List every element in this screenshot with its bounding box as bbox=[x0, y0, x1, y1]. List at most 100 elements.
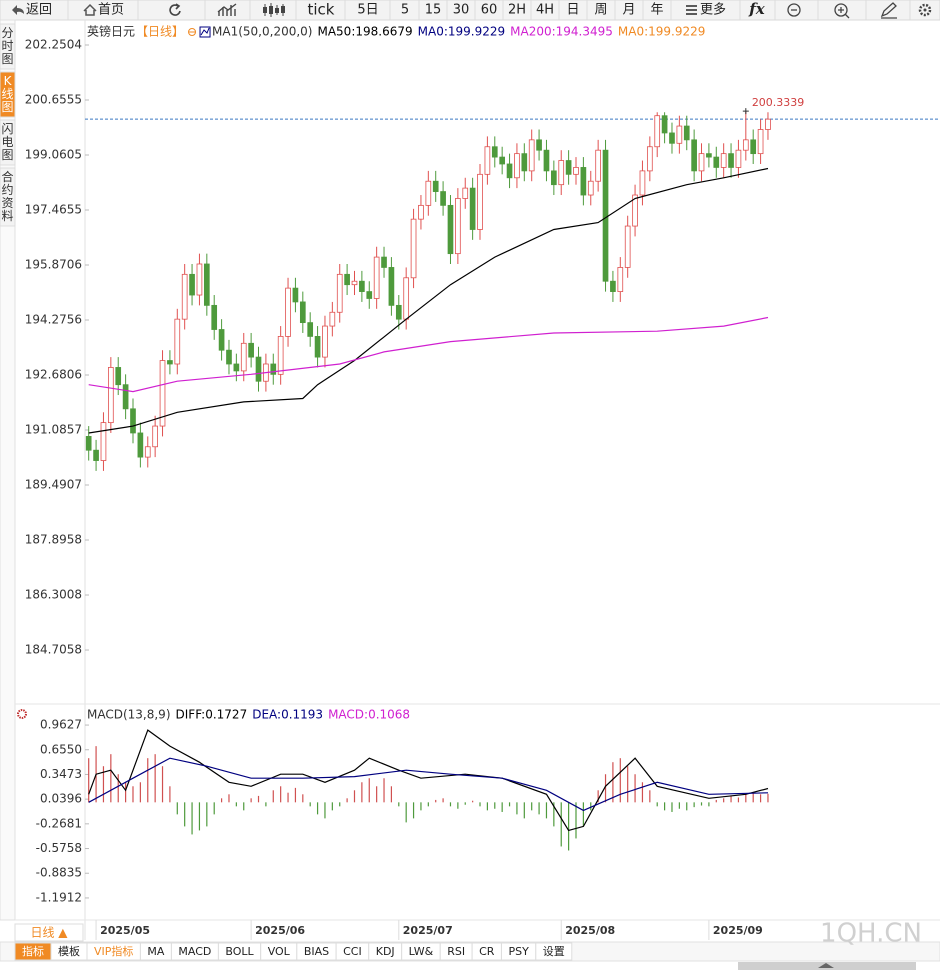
refresh-icon[interactable] bbox=[169, 3, 181, 16]
y-tick-label: 186.3008 bbox=[25, 588, 82, 602]
candle-body bbox=[491, 146, 498, 158]
pen-icon[interactable] bbox=[880, 2, 897, 19]
tab-label[interactable]: 设置 bbox=[543, 945, 565, 958]
candle-body bbox=[388, 267, 395, 306]
tab-label[interactable]: BOLL bbox=[225, 945, 254, 958]
y-tick-label: 184.7058 bbox=[25, 643, 82, 657]
bottom-bar: 日线 ▲ 指标 模板 VIP指标 MA MACD BOLL VOL BIAS CCI KDJ LW& R… bbox=[0, 919, 940, 962]
tab-label[interactable]: 模板 bbox=[58, 944, 80, 958]
tab[interactable] bbox=[535, 942, 573, 961]
candle-body bbox=[551, 170, 557, 186]
tab-label[interactable]: CR bbox=[479, 945, 495, 958]
tab-label[interactable]: LW& bbox=[409, 945, 434, 958]
candle-body bbox=[307, 322, 314, 337]
side-tab[interactable] bbox=[0, 167, 16, 227]
side-tab[interactable] bbox=[0, 23, 16, 70]
zoom-in[interactable] bbox=[834, 3, 848, 17]
candle-body bbox=[765, 118, 771, 130]
period-button[interactable]: 60 bbox=[481, 3, 498, 18]
period-button[interactable]: 15 bbox=[425, 3, 442, 18]
tab-label[interactable]: VOL bbox=[268, 945, 291, 958]
period-button[interactable]: 2H bbox=[508, 3, 526, 18]
tab-label[interactable]: CCI bbox=[343, 945, 362, 958]
y-tick-label: 0.9627 bbox=[40, 718, 82, 732]
candle-body bbox=[521, 153, 528, 172]
more-button[interactable]: 更多 bbox=[700, 2, 726, 18]
back-button[interactable]: 返回 bbox=[26, 3, 52, 18]
legend-item: MA200:194.3495 bbox=[510, 25, 613, 39]
period-button[interactable]: 年 bbox=[650, 3, 663, 18]
watermark: 1QH.CN bbox=[820, 919, 922, 949]
tab-label[interactable]: KDJ bbox=[376, 945, 395, 958]
period-button[interactable]: tick bbox=[308, 1, 335, 19]
side-tab-label[interactable]: 分时图 bbox=[1, 26, 13, 66]
candle-body bbox=[632, 194, 638, 227]
home-button[interactable]: 首页 bbox=[98, 3, 124, 18]
candle-body bbox=[152, 425, 158, 448]
tab-label[interactable]: 指标 bbox=[22, 944, 44, 958]
tab-label[interactable]: VIP指标 bbox=[94, 944, 133, 958]
tab-label[interactable]: MA bbox=[147, 945, 164, 958]
candle-body bbox=[469, 187, 476, 230]
indicator: MA1(50,0,200,0) bbox=[212, 25, 312, 39]
side-tab-label[interactable]: K 线图 bbox=[1, 74, 13, 114]
zoom-out[interactable] bbox=[787, 3, 801, 17]
indicator-icon bbox=[199, 26, 211, 38]
zoom-in-sign bbox=[838, 7, 850, 19]
scroll-arrow bbox=[818, 963, 834, 968]
candle-body bbox=[285, 287, 291, 337]
candle-body bbox=[676, 125, 683, 144]
period-button[interactable]: 5日 bbox=[357, 3, 378, 18]
candle-body bbox=[159, 360, 166, 427]
price-panel: 202.2504 200.6555 199.0605 197.4655 195.8706… bbox=[25, 24, 940, 940]
candle-body bbox=[595, 149, 601, 182]
more-icon bbox=[686, 5, 697, 15]
candle-body bbox=[713, 156, 720, 168]
settings-hole bbox=[923, 8, 927, 12]
y-tick-label: 187.8958 bbox=[25, 533, 82, 547]
period-button[interactable]: 5 bbox=[401, 3, 409, 18]
legend-item: DIFF:0.1727 bbox=[176, 708, 248, 722]
candle-body bbox=[565, 160, 572, 175]
side-tab[interactable] bbox=[0, 119, 16, 166]
period-button[interactable]: 周 bbox=[594, 3, 607, 18]
candle-body bbox=[514, 153, 520, 179]
candle-body bbox=[639, 170, 646, 196]
candle-body bbox=[270, 363, 277, 375]
tab-label[interactable]: BIAS bbox=[304, 945, 329, 958]
chart-icon[interactable] bbox=[217, 3, 237, 16]
fx-button[interactable]: fx bbox=[748, 0, 765, 18]
tab-label[interactable]: MACD bbox=[178, 945, 211, 958]
period-button[interactable]: 4H bbox=[536, 3, 554, 18]
settings-icon[interactable] bbox=[17, 709, 27, 719]
max-label: 200.3339 bbox=[752, 96, 805, 109]
candle-body bbox=[299, 301, 306, 324]
side-tab-label[interactable]: 闪电图 bbox=[1, 122, 13, 162]
y-tick-label: 195.8706 bbox=[25, 258, 82, 272]
period-button[interactable]: 日线 ▲ bbox=[30, 926, 68, 940]
period-button[interactable]: 日 bbox=[566, 3, 579, 18]
side-tab-label[interactable]: 合约资料 bbox=[1, 169, 13, 223]
y-tick-label: 192.6806 bbox=[25, 368, 82, 382]
tab-label[interactable]: PSY bbox=[508, 945, 529, 958]
candle-body bbox=[683, 125, 690, 141]
period-button[interactable]: 30 bbox=[453, 3, 470, 18]
y-tick-label: 189.4907 bbox=[25, 478, 82, 492]
toggle-icon[interactable] bbox=[188, 28, 197, 36]
period-button-bg[interactable] bbox=[14, 923, 84, 942]
candle-body bbox=[292, 287, 299, 303]
x-tick-label: 2025/09 bbox=[713, 924, 763, 937]
candle-body bbox=[624, 225, 631, 268]
settings-icon[interactable] bbox=[918, 3, 932, 17]
candle-body bbox=[669, 132, 675, 144]
y-tick-label: -1.1912 bbox=[36, 890, 82, 904]
candle-body bbox=[85, 436, 92, 451]
candle-body bbox=[366, 291, 373, 299]
line-ma200 bbox=[88, 316, 769, 393]
candle-body bbox=[122, 384, 129, 410]
period-button[interactable]: 月 bbox=[622, 3, 635, 18]
side-tab[interactable] bbox=[0, 71, 16, 118]
candle-body bbox=[277, 336, 284, 375]
tab-label[interactable]: RSI bbox=[447, 945, 465, 958]
candle-body bbox=[602, 149, 609, 282]
